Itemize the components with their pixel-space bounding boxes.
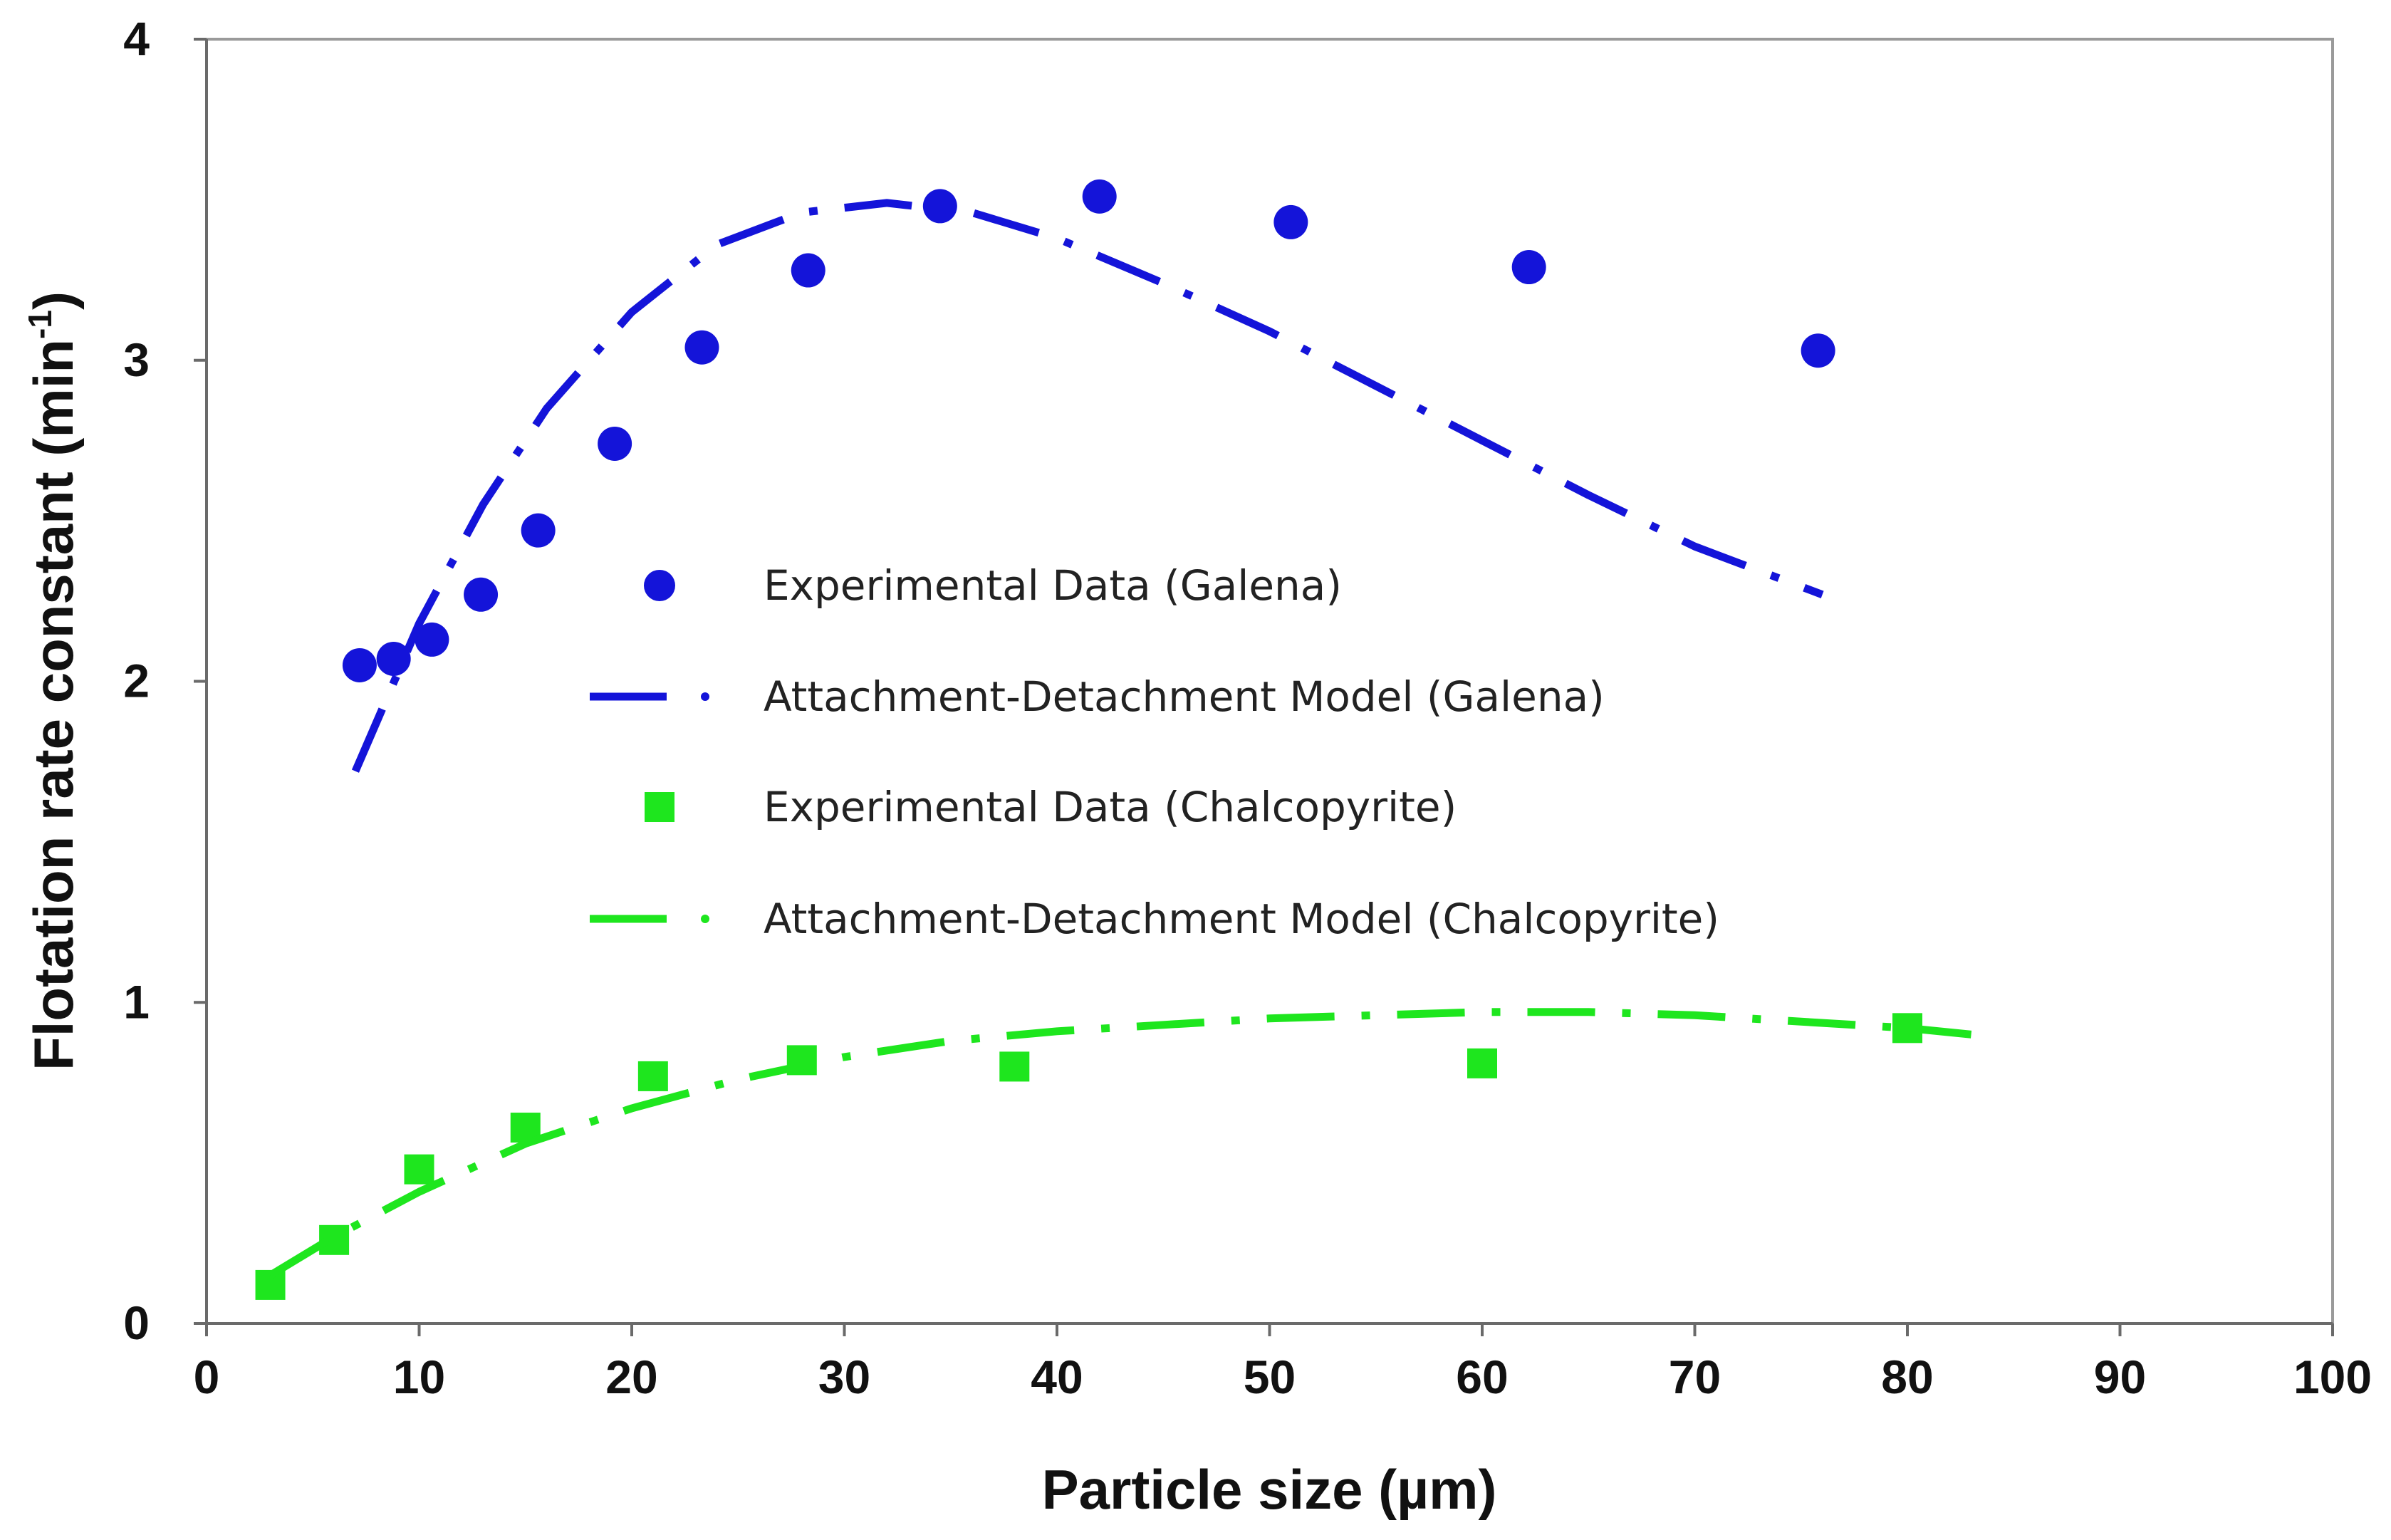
data-point-galena — [684, 330, 719, 365]
x-tick-label: 90 — [2094, 1351, 2146, 1403]
model-line-chalcopyrite — [268, 1008, 1972, 1279]
y-tick-label: 0 — [123, 1296, 150, 1349]
data-point-galena — [1082, 179, 1117, 214]
data-point-galena — [1511, 250, 1546, 285]
data-point-chalcopyrite — [1467, 1048, 1497, 1078]
data-point-galena — [791, 253, 825, 288]
x-tick-label: 70 — [1669, 1351, 1721, 1403]
x-axis-ticks: 0 10 20 30 40 50 60 70 80 90 100 — [194, 1323, 2372, 1403]
legend-label-galena-data: Experimental Data (Galena) — [764, 561, 1342, 610]
y-tick-label: 4 — [123, 12, 150, 65]
y-tick-label: 1 — [123, 975, 150, 1028]
data-point-chalcopyrite — [404, 1154, 434, 1185]
legend-marker-galena-data — [644, 570, 675, 601]
x-tick-label: 100 — [2293, 1351, 2372, 1403]
y-tick-label: 3 — [123, 333, 150, 386]
x-tick-label: 80 — [1881, 1351, 1933, 1403]
x-tick-label: 0 — [194, 1351, 220, 1403]
data-point-galena — [342, 647, 377, 682]
legend-label-chalcopyrite-data: Experimental Data (Chalcopyrite) — [764, 783, 1457, 831]
data-point-galena — [598, 426, 632, 461]
data-point-chalcopyrite — [1892, 1013, 1922, 1044]
legend-label-galena-model: Attachment-Detachment Model (Galena) — [764, 672, 1605, 721]
y-axis-title-sup: -1 — [21, 310, 58, 339]
legend-dot-chalcopyrite-model — [701, 915, 709, 923]
x-tick-label: 50 — [1244, 1351, 1296, 1403]
data-point-galena — [1801, 333, 1835, 368]
data-point-chalcopyrite — [637, 1061, 668, 1091]
legend-marker-chalcopyrite-data — [645, 792, 674, 822]
data-point-galena — [415, 622, 449, 657]
x-tick-label: 60 — [1456, 1351, 1508, 1403]
data-point-chalcopyrite — [999, 1051, 1030, 1082]
y-tick-label: 2 — [123, 655, 150, 707]
x-tick-label: 20 — [605, 1351, 657, 1403]
y-axis-title-main: Flotation rate constant (min — [22, 339, 85, 1071]
data-point-galena — [464, 577, 499, 612]
data-point-galena — [1273, 204, 1308, 239]
x-tick-label: 30 — [818, 1351, 870, 1403]
x-axis-title: Particle size (µm) — [1042, 1458, 1497, 1521]
y-axis-title: Flotation rate constant (min-1) — [21, 291, 85, 1071]
legend-dot-galena-model — [701, 692, 709, 701]
x-tick-label: 10 — [393, 1351, 445, 1403]
series-layer — [255, 179, 1972, 1300]
data-point-galena — [376, 641, 411, 676]
y-axis-title-close: ) — [22, 291, 85, 310]
y-axis-ticks: 0 1 2 3 4 — [123, 12, 207, 1349]
x-tick-label: 40 — [1031, 1351, 1083, 1403]
legend-label-chalcopyrite-model: Attachment-Detachment Model (Chalcopyrit… — [764, 895, 1719, 943]
data-point-galena — [521, 513, 556, 548]
legend: Experimental Data (Galena) Attachment-De… — [590, 561, 1719, 943]
